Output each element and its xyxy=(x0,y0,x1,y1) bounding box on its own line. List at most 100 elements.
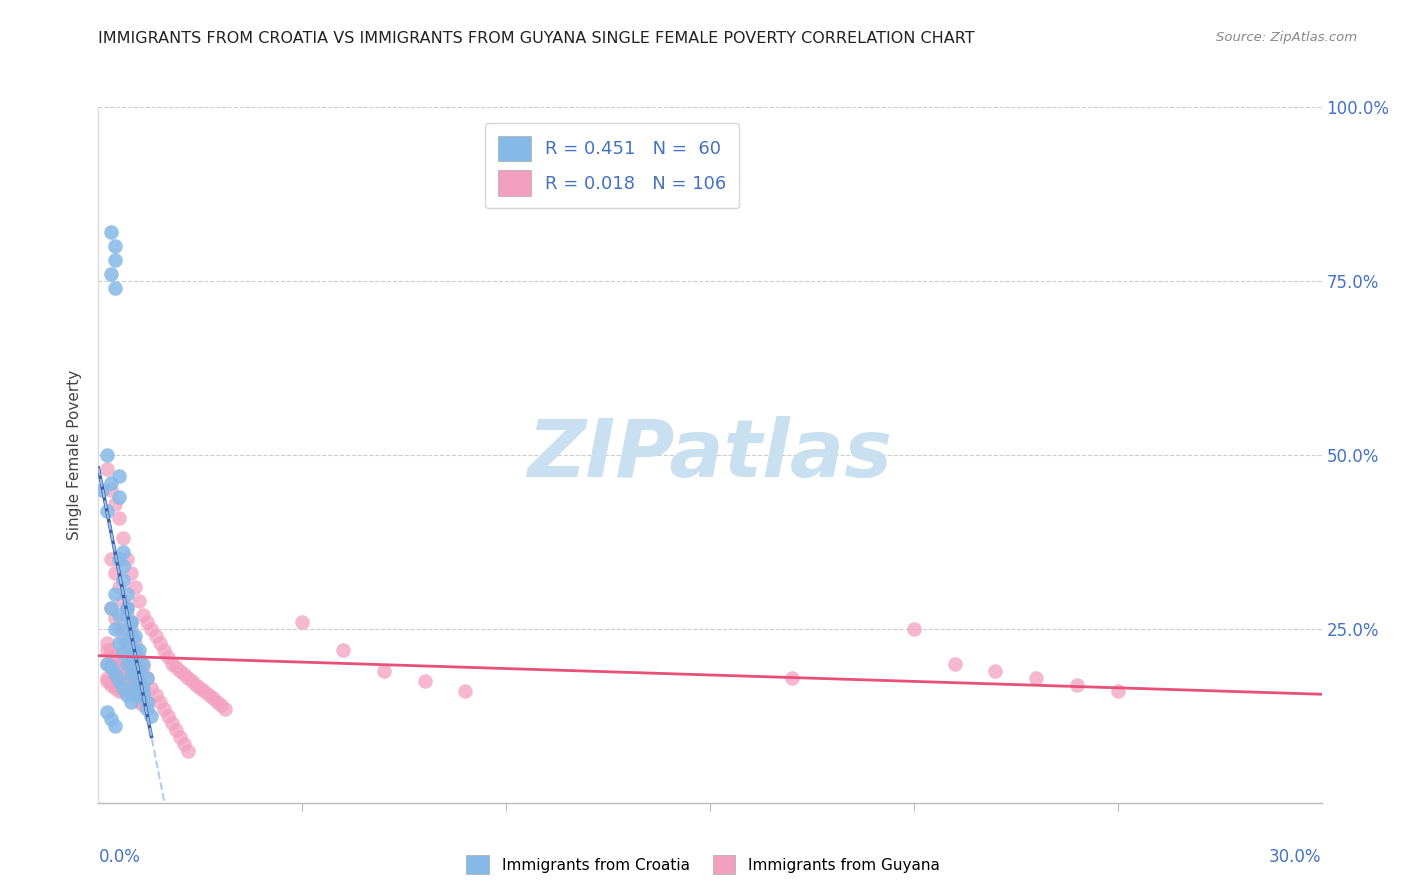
Point xyxy=(128,677,150,691)
Point xyxy=(104,677,127,691)
Point xyxy=(104,667,127,681)
Point xyxy=(108,657,131,671)
Point xyxy=(108,552,131,566)
Point xyxy=(128,688,150,702)
Point xyxy=(115,657,138,671)
Text: Source: ZipAtlas.com: Source: ZipAtlas.com xyxy=(1216,31,1357,45)
Point xyxy=(111,681,134,695)
Point xyxy=(115,601,138,615)
Point xyxy=(100,646,122,660)
Point xyxy=(108,681,131,695)
Point xyxy=(96,674,118,689)
Point xyxy=(124,677,146,691)
Point xyxy=(132,684,155,698)
Point xyxy=(128,691,150,706)
Point xyxy=(152,702,174,716)
Point xyxy=(100,674,122,689)
Point xyxy=(108,674,131,689)
Point xyxy=(120,566,142,581)
Point xyxy=(96,462,118,476)
Point xyxy=(96,706,118,720)
Point xyxy=(100,601,122,615)
Point xyxy=(177,744,200,758)
Point xyxy=(124,664,146,678)
Point xyxy=(108,607,131,622)
Point xyxy=(115,601,138,615)
Point xyxy=(115,688,138,702)
Point xyxy=(136,615,159,629)
Point xyxy=(149,636,172,650)
Point xyxy=(156,649,179,664)
Point xyxy=(111,594,134,608)
Point xyxy=(332,642,354,657)
Point xyxy=(115,587,138,601)
Point xyxy=(104,239,127,253)
Point xyxy=(100,225,122,239)
Point xyxy=(156,708,179,723)
Point xyxy=(115,552,138,566)
Point xyxy=(104,667,127,681)
Point xyxy=(141,681,163,695)
Point xyxy=(100,483,122,497)
Point xyxy=(141,708,163,723)
Point xyxy=(104,653,127,667)
Point xyxy=(943,657,966,671)
Point xyxy=(205,695,228,709)
Point xyxy=(201,691,224,706)
Point xyxy=(108,684,131,698)
Point xyxy=(169,730,191,744)
Point xyxy=(149,695,172,709)
Point xyxy=(136,695,159,709)
Point xyxy=(128,649,150,664)
Point xyxy=(128,642,150,657)
Point xyxy=(96,657,118,671)
Point xyxy=(124,642,146,657)
Point xyxy=(104,587,127,601)
Point xyxy=(96,642,118,657)
Point xyxy=(128,594,150,608)
Point xyxy=(108,660,131,674)
Point xyxy=(124,684,146,698)
Point xyxy=(193,684,215,698)
Point xyxy=(132,681,155,695)
Point xyxy=(104,566,127,581)
Point xyxy=(173,667,195,681)
Point xyxy=(108,580,131,594)
Point xyxy=(111,667,134,681)
Point xyxy=(169,664,191,678)
Legend: R = 0.451   N =  60, R = 0.018   N = 106: R = 0.451 N = 60, R = 0.018 N = 106 xyxy=(485,123,740,209)
Y-axis label: Single Female Poverty: Single Female Poverty xyxy=(67,370,83,540)
Point xyxy=(413,674,436,689)
Text: 30.0%: 30.0% xyxy=(1270,848,1322,866)
Point xyxy=(128,674,150,689)
Text: IMMIGRANTS FROM CROATIA VS IMMIGRANTS FROM GUYANA SINGLE FEMALE POVERTY CORRELAT: IMMIGRANTS FROM CROATIA VS IMMIGRANTS FR… xyxy=(98,31,974,46)
Point xyxy=(120,695,142,709)
Point xyxy=(115,642,138,657)
Point xyxy=(136,671,159,685)
Point xyxy=(124,629,146,643)
Point xyxy=(100,601,122,615)
Text: 0.0%: 0.0% xyxy=(98,848,141,866)
Point xyxy=(104,611,127,625)
Point xyxy=(984,664,1007,678)
Point xyxy=(100,660,122,674)
Point xyxy=(115,607,138,622)
Point xyxy=(120,681,142,695)
Point xyxy=(104,649,127,664)
Point xyxy=(104,281,127,295)
Point xyxy=(111,684,134,698)
Point xyxy=(132,688,155,702)
Point xyxy=(96,448,118,462)
Point xyxy=(1066,677,1088,691)
Point xyxy=(96,636,118,650)
Point xyxy=(165,660,187,674)
Point xyxy=(115,674,138,689)
Point xyxy=(120,653,142,667)
Text: ZIPatlas: ZIPatlas xyxy=(527,416,893,494)
Point xyxy=(96,671,118,685)
Point xyxy=(160,657,183,671)
Point xyxy=(128,664,150,678)
Point xyxy=(128,674,150,689)
Point xyxy=(780,671,803,685)
Point xyxy=(111,559,134,574)
